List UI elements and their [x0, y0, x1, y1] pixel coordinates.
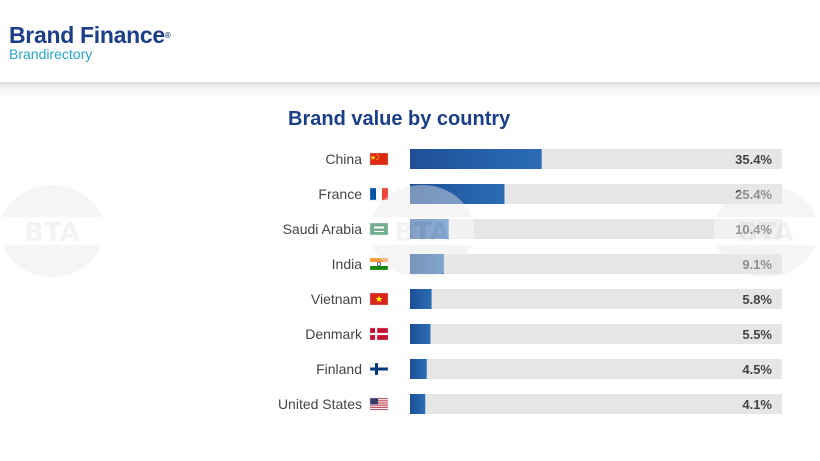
brand-name: Brand Finance — [9, 22, 165, 48]
bar[interactable] — [410, 359, 427, 379]
country-label: France — [318, 186, 362, 202]
bar[interactable] — [410, 219, 449, 239]
header-divider — [0, 82, 820, 98]
bar[interactable] — [410, 254, 444, 274]
brand-finance-logo[interactable]: Brand Finance® Brandirectory — [9, 22, 171, 62]
bar[interactable] — [410, 324, 431, 344]
watermark-text: BTA — [394, 218, 450, 248]
united-states-flag-icon — [369, 397, 389, 411]
chart-row: India 9.1% — [332, 254, 782, 274]
country-label: United States — [278, 396, 362, 412]
chart-row: Vietnam 5.8% — [311, 289, 782, 309]
france-flag-icon — [369, 187, 389, 201]
bar-track — [410, 394, 782, 414]
country-label: Vietnam — [311, 291, 362, 307]
value-label: 10.4% — [735, 222, 772, 237]
bta-watermark-center: BTA — [370, 185, 474, 277]
chart-title: Brand value by country — [288, 108, 511, 130]
bar-track — [410, 324, 782, 344]
value-label: 4.5% — [742, 362, 772, 377]
country-label: Finland — [316, 361, 362, 377]
bar-track — [410, 219, 782, 239]
value-label: 5.8% — [742, 292, 772, 307]
watermark-text: BTA — [24, 218, 80, 248]
value-label: 25.4% — [735, 187, 772, 202]
bar[interactable] — [410, 394, 426, 414]
bar-track — [410, 254, 782, 274]
china-flag-icon — [369, 152, 389, 166]
country-label: India — [332, 256, 363, 272]
denmark-flag-icon — [369, 327, 389, 341]
chart-row: United States 4.1% — [278, 394, 782, 414]
chart-row: France 25.4% — [318, 184, 782, 204]
country-label: China — [325, 151, 362, 167]
bta-watermark-right: BTA — [714, 185, 818, 277]
value-label: 35.4% — [735, 152, 772, 167]
chart-row: Finland 4.5% — [316, 359, 782, 379]
saudi-arabia-flag-icon — [369, 222, 389, 236]
chart-row: Saudi Arabia 10.4% — [283, 219, 782, 239]
chart-row: Denmark 5.5% — [305, 324, 782, 344]
bar-track — [410, 289, 782, 309]
country-label: Denmark — [305, 326, 363, 342]
registered-mark: ® — [164, 31, 171, 40]
brand-subtitle: Brandirectory — [9, 46, 93, 62]
india-flag-icon — [369, 257, 389, 271]
bar-track — [410, 359, 782, 379]
bar[interactable] — [410, 289, 432, 309]
bar[interactable] — [410, 149, 542, 169]
value-label: 4.1% — [742, 397, 772, 412]
value-label: 9.1% — [742, 257, 772, 272]
bar[interactable] — [410, 184, 505, 204]
chart-row: China 35.4% — [325, 149, 782, 169]
vietnam-flag-icon — [369, 292, 389, 306]
finland-flag-icon — [369, 362, 389, 376]
watermark-text: BTA — [738, 218, 794, 248]
bta-watermark-left: BTA — [0, 185, 104, 277]
value-label: 5.5% — [742, 327, 772, 342]
site-header: Brand Finance® Brandirectory — [0, 0, 820, 82]
country-label: Saudi Arabia — [283, 221, 363, 237]
